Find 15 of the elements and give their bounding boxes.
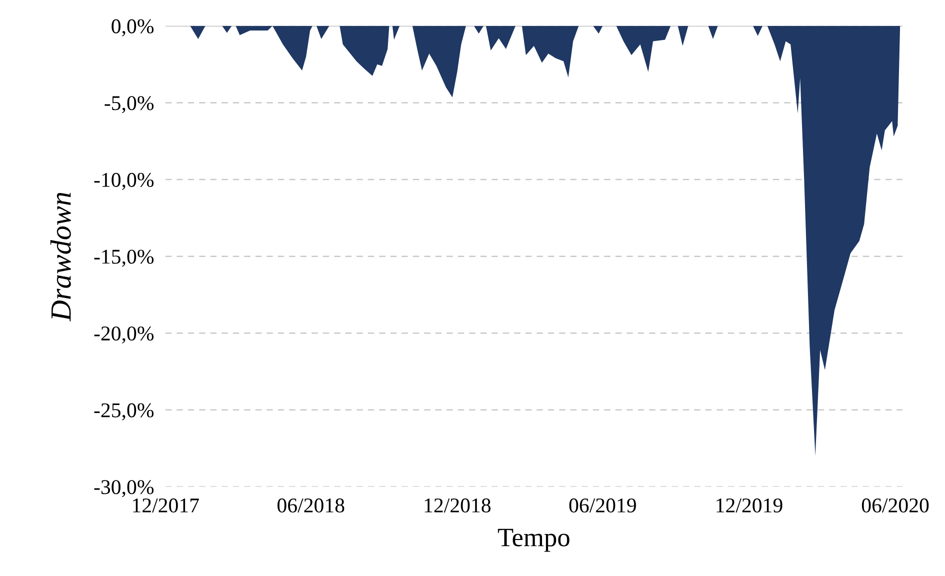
x-tick-label: 06/2018 <box>278 498 344 512</box>
x-tick-label: 06/2019 <box>569 498 636 512</box>
x-tick-label: 12/2018 <box>424 498 491 512</box>
y-tick-label: -20,0% <box>94 326 154 344</box>
y-tick-label: -15,0% <box>94 250 154 267</box>
y-axis-title: Drawdown <box>50 192 71 322</box>
x-tick-label: 06/2020 <box>862 498 929 512</box>
y-tick-label: 0,0% <box>112 19 154 36</box>
x-axis-title: Tempo <box>498 528 570 552</box>
y-tick-label: -5,0% <box>104 96 154 114</box>
x-tick-label: 12/2017 <box>133 498 199 512</box>
x-tick-label: 12/2019 <box>716 498 782 512</box>
y-tick-label: -25,0% <box>94 403 154 420</box>
y-tick-label: -30,0% <box>94 480 154 498</box>
y-tick-label: -10,0% <box>94 172 154 190</box>
